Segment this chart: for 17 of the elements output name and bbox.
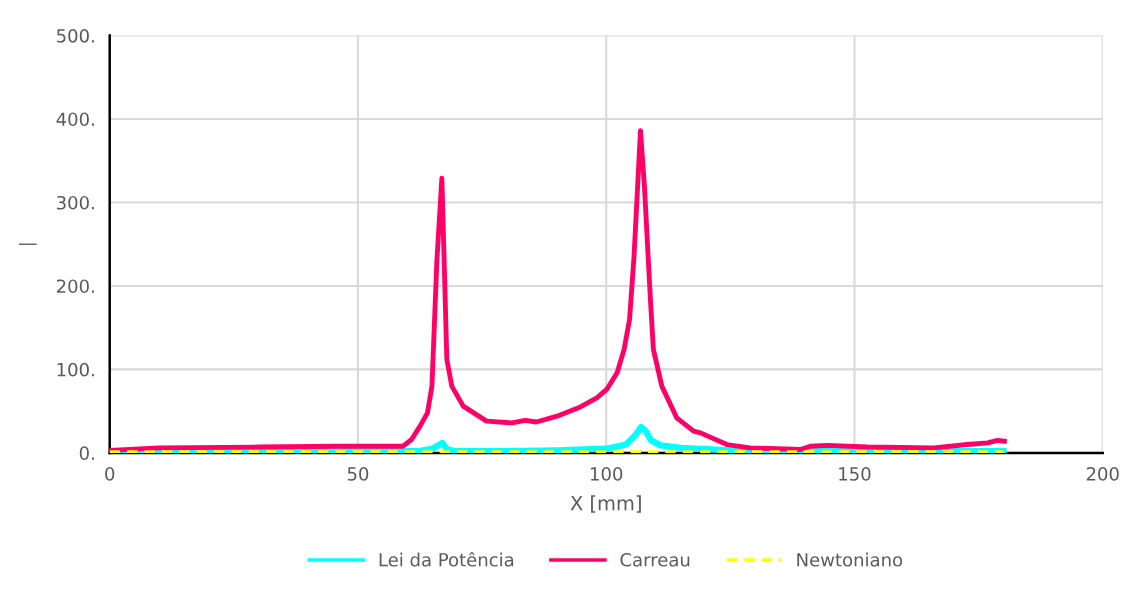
y-axis-title: — [19, 243, 37, 245]
x-axis-title: X [mm] [570, 495, 641, 513]
x-tick-label: 50 [347, 467, 369, 481]
x-tick-label: 150 [839, 467, 871, 481]
y-tick-label: 100. [57, 362, 94, 377]
x-tick-label: 200 [1086, 467, 1119, 481]
legend-label: Carreau [620, 552, 690, 567]
x-tick-label: 100 [590, 467, 623, 481]
line-series [109, 128, 1007, 453]
y-tick-label: 300. [56, 195, 94, 210]
legend-label: Newtoniano [797, 552, 903, 567]
y-tick-label: 400. [56, 112, 94, 127]
y-tick-label: 200. [56, 279, 94, 294]
y-tick-label: 0. [79, 446, 94, 460]
y-tick-label: 500. [57, 28, 94, 43]
legend-label: Lei da Potência [379, 551, 514, 567]
x-tick-label: 0 [105, 467, 115, 481]
